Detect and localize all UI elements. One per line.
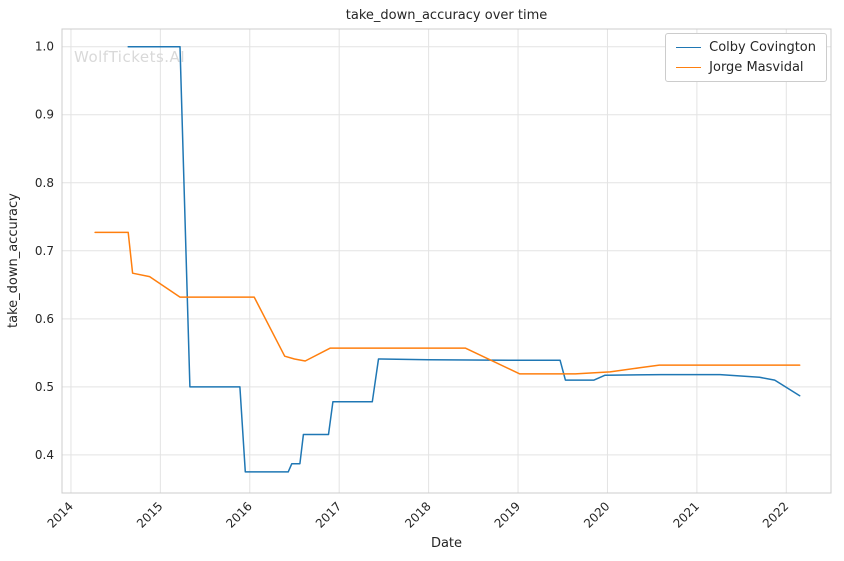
y-tick-label: 1.0 bbox=[35, 40, 54, 54]
legend-line-swatch bbox=[676, 47, 702, 48]
x-axis-label: Date bbox=[430, 536, 463, 551]
y-tick-label: 0.6 bbox=[35, 312, 54, 326]
legend-label: Jorge Masvidal bbox=[709, 60, 804, 75]
x-tick-label: 2020 bbox=[581, 499, 612, 530]
x-tick-label: 2015 bbox=[134, 499, 165, 530]
legend-item: Jorge Masvidal bbox=[676, 61, 816, 74]
legend-label: Colby Covington bbox=[709, 40, 816, 55]
x-tick-label: 2017 bbox=[313, 499, 344, 530]
x-tick-label: 2019 bbox=[492, 499, 523, 530]
legend: Colby Covington Jorge Masvidal bbox=[665, 33, 827, 82]
x-tick-label: 2016 bbox=[223, 499, 254, 530]
plot-border bbox=[61, 28, 832, 494]
series-line-colby-covington bbox=[127, 45, 801, 473]
y-axis-label: take_down_accuracy bbox=[6, 193, 21, 329]
watermark: WolfTickets.AI bbox=[74, 48, 186, 66]
x-tick-label: 2021 bbox=[670, 499, 701, 530]
x-tick-label: 2014 bbox=[45, 499, 76, 530]
x-tick-label: 2018 bbox=[402, 499, 433, 530]
legend-item: Colby Covington bbox=[676, 41, 816, 54]
y-tick-label: 0.5 bbox=[35, 380, 54, 394]
legend-line-swatch bbox=[676, 67, 702, 68]
y-tick-label: 0.7 bbox=[35, 244, 54, 258]
chart-title: take_down_accuracy over time bbox=[345, 8, 548, 23]
x-tick-label: 2022 bbox=[760, 499, 791, 530]
series-line-jorge-masvidal bbox=[94, 231, 801, 375]
y-tick-label: 0.8 bbox=[35, 176, 54, 190]
y-tick-label: 0.9 bbox=[35, 108, 54, 122]
y-tick-label: 0.4 bbox=[35, 448, 54, 462]
